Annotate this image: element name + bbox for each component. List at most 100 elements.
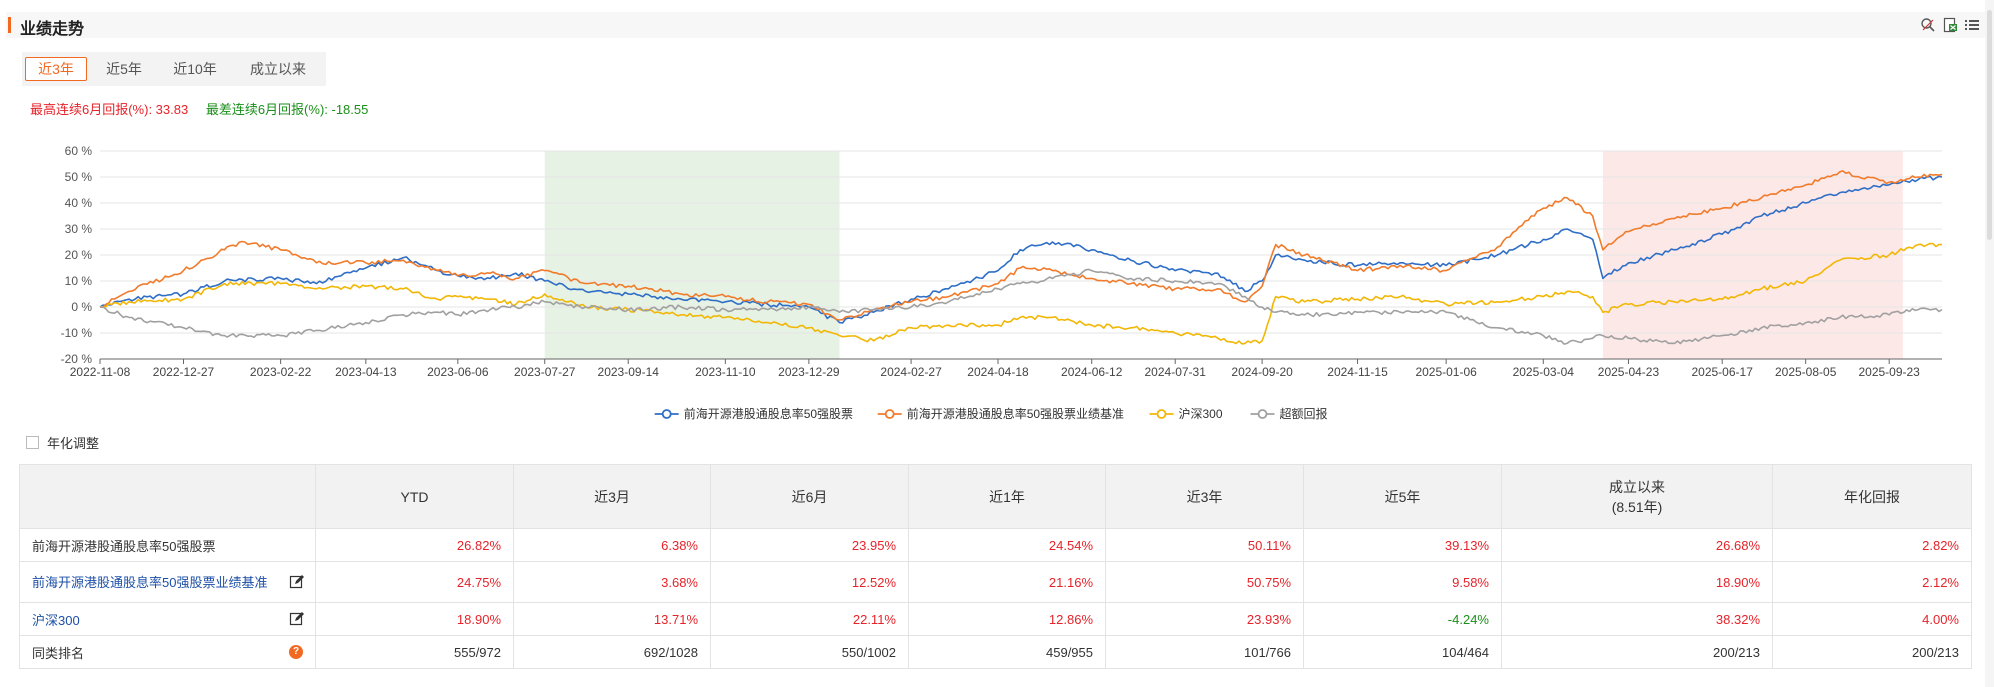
row-name-cell[interactable]: 前海开源港股通股息率50强股票业绩基准 bbox=[19, 561, 316, 603]
x-tick-label: 2024-02-27 bbox=[880, 365, 942, 379]
row-name-cell: 同类排名? bbox=[19, 635, 316, 669]
value-cell: 21.16% bbox=[908, 561, 1106, 603]
performance-line-chart: -20 % -10 % 0 % 10 % 20 % 30 % 40 % 50 % 60 % 20… bbox=[61, 144, 1943, 421]
edit-icon[interactable] bbox=[289, 611, 305, 627]
section-header: 业绩走势 bbox=[6, 12, 1988, 38]
x-tick-label: 2023-07-27 bbox=[514, 365, 576, 379]
header-since-inception-label: 成立以来 bbox=[1609, 478, 1665, 495]
table-row: 沪深300 18.90% 13.71% 22.11% 12.86% 23.93% -4.24… bbox=[19, 602, 1972, 636]
x-tick-label: 2023-11-10 bbox=[695, 365, 756, 379]
y-tick-label: 20 % bbox=[65, 248, 93, 262]
y-tick-label: 60 % bbox=[65, 144, 93, 158]
value-cell: 550/1002 bbox=[710, 635, 909, 669]
value-cell: 26.68% bbox=[1501, 528, 1773, 562]
header-since-inception: 成立以来 (8.51年) bbox=[1501, 464, 1773, 529]
tab-since-inception[interactable]: 成立以来 bbox=[250, 61, 306, 77]
value-cell: 39.13% bbox=[1303, 528, 1502, 562]
series-line-3 bbox=[99, 268, 1943, 345]
value-cell: 692/1028 bbox=[513, 635, 711, 669]
value-cell: 2.82% bbox=[1772, 528, 1972, 562]
best-6m-return: 最高连续6月回报(%): 33.83 bbox=[30, 102, 189, 117]
page-scrollbar[interactable] bbox=[1985, 0, 1994, 687]
x-tick-label: 2025-01-06 bbox=[1415, 365, 1477, 379]
header-6m: 近6月 bbox=[710, 464, 909, 529]
value-cell: 200/213 bbox=[1501, 635, 1773, 669]
value-cell: 26.82% bbox=[315, 528, 514, 562]
x-tick-label: 2025-04-23 bbox=[1598, 365, 1660, 379]
value-cell: 22.11% bbox=[710, 602, 909, 636]
series-line-0 bbox=[99, 175, 1943, 324]
row-name[interactable]: 前海开源港股通股息率50强股票业绩基准 bbox=[32, 574, 268, 590]
value-cell: 50.11% bbox=[1105, 528, 1304, 562]
question-mark-icon[interactable]: ? bbox=[289, 645, 303, 659]
value-cell: 200/213 bbox=[1772, 635, 1972, 669]
edit-icon[interactable] bbox=[289, 574, 305, 590]
header-ytd: YTD bbox=[315, 464, 514, 529]
return-stats: 最高连续6月回报(%): 33.83 最差连续6月回报(%): -18.55 bbox=[30, 99, 368, 118]
x-tick-label: 2023-09-14 bbox=[598, 365, 660, 379]
value-cell: 9.58% bbox=[1303, 561, 1502, 603]
period-tabs: 近3年 近5年 近10年 成立以来 bbox=[22, 52, 326, 86]
table-row: 前海开源港股通股息率50强股票业绩基准 24.75% 3.68% 12.52% 21.1… bbox=[19, 561, 1972, 603]
legend-marker-0 bbox=[661, 409, 672, 419]
table-header-row: YTD 近3月 近6月 近1年 近3年 近5年 成立以来 (8.51年) 年化回… bbox=[19, 464, 1972, 529]
legend-marker-2 bbox=[1156, 409, 1167, 419]
value-cell: 12.52% bbox=[710, 561, 909, 603]
legend-marker-3 bbox=[1257, 409, 1268, 419]
tab-3y[interactable]: 近3年 bbox=[25, 57, 87, 81]
header-3m: 近3月 bbox=[513, 464, 711, 529]
header-1y: 近1年 bbox=[908, 464, 1106, 529]
value-cell: 18.90% bbox=[1501, 561, 1773, 603]
y-tick-label: -20 % bbox=[61, 352, 93, 366]
row-name-cell: 前海开源港股通股息率50强股票 bbox=[19, 528, 316, 562]
chart-legend[interactable]: 前海开源港股通股息率50强股票 前海开源港股通股息率50强股票业绩基准 沪深300 超… bbox=[654, 406, 1328, 421]
x-tick-label: 2024-06-12 bbox=[1061, 365, 1123, 379]
tab-5y[interactable]: 近5年 bbox=[106, 61, 142, 77]
x-tick-label: 2024-09-20 bbox=[1231, 365, 1293, 379]
value-cell: 50.75% bbox=[1105, 561, 1304, 603]
tab-10y[interactable]: 近10年 bbox=[173, 61, 217, 77]
annualized-toggle[interactable]: 年化调整 bbox=[26, 433, 99, 452]
legend-label-1: 前海开源港股通股息率50强股票业绩基准 bbox=[907, 406, 1124, 421]
row-name: 前海开源港股通股息率50强股票 bbox=[32, 538, 216, 554]
value-cell: 24.54% bbox=[908, 528, 1106, 562]
annualized-label: 年化调整 bbox=[47, 436, 100, 451]
row-name-cell[interactable]: 沪深300 bbox=[19, 602, 316, 636]
x-tick-label: 2024-07-31 bbox=[1145, 365, 1207, 379]
performance-table: YTD 近3月 近6月 近1年 近3年 近5年 成立以来 (8.51年) 年化回… bbox=[19, 464, 1972, 669]
x-tick-label: 2023-12-29 bbox=[778, 365, 840, 379]
x-tick-label: 2023-06-06 bbox=[427, 365, 489, 379]
legend-label-0: 前海开源港股通股息率50强股票 bbox=[684, 406, 853, 421]
value-cell: 23.95% bbox=[710, 528, 909, 562]
row-name[interactable]: 沪深300 bbox=[32, 612, 80, 628]
legend-label-3: 超额回报 bbox=[1280, 406, 1328, 421]
value-cell: 101/766 bbox=[1105, 635, 1304, 669]
table-row: 同类排名? 555/972 692/1028 550/1002 459/955 101/7… bbox=[19, 635, 1972, 669]
series-line-1 bbox=[99, 170, 1943, 321]
y-tick-label: 50 % bbox=[65, 170, 93, 184]
y-axis: -20 % -10 % 0 % 10 % 20 % 30 % 40 % 50 % 60 % bbox=[61, 144, 93, 366]
series-line-2 bbox=[99, 242, 1943, 345]
scrollbar-thumb[interactable] bbox=[1987, 10, 1992, 240]
header-tools bbox=[1920, 17, 1980, 33]
value-cell: 104/464 bbox=[1303, 635, 1502, 669]
value-cell: 38.32% bbox=[1501, 602, 1773, 636]
list-menu-icon[interactable] bbox=[1964, 17, 1980, 33]
series-lines bbox=[99, 170, 1943, 345]
table-row: 前海开源港股通股息率50强股票 26.82% 6.38% 23.95% 24.54% 50… bbox=[19, 528, 1972, 562]
x-tick-label: 2025-08-05 bbox=[1775, 365, 1837, 379]
x-tick-label: 2023-02-22 bbox=[250, 365, 312, 379]
header-name bbox=[19, 464, 316, 529]
zoom-icon[interactable] bbox=[1920, 17, 1936, 33]
annualized-checkbox[interactable] bbox=[26, 436, 39, 449]
value-cell: 4.00% bbox=[1772, 602, 1972, 636]
header-3y: 近3年 bbox=[1105, 464, 1304, 529]
export-excel-icon[interactable] bbox=[1942, 17, 1958, 33]
row-name: 同类排名 bbox=[32, 645, 85, 661]
header-accent-bar bbox=[8, 17, 11, 33]
y-tick-label: 10 % bbox=[65, 274, 93, 288]
value-cell: 555/972 bbox=[315, 635, 514, 669]
x-tick-label: 2022-12-27 bbox=[153, 365, 215, 379]
x-tick-label: 2024-04-18 bbox=[967, 365, 1029, 379]
x-tick-label: 2023-04-13 bbox=[335, 365, 397, 379]
